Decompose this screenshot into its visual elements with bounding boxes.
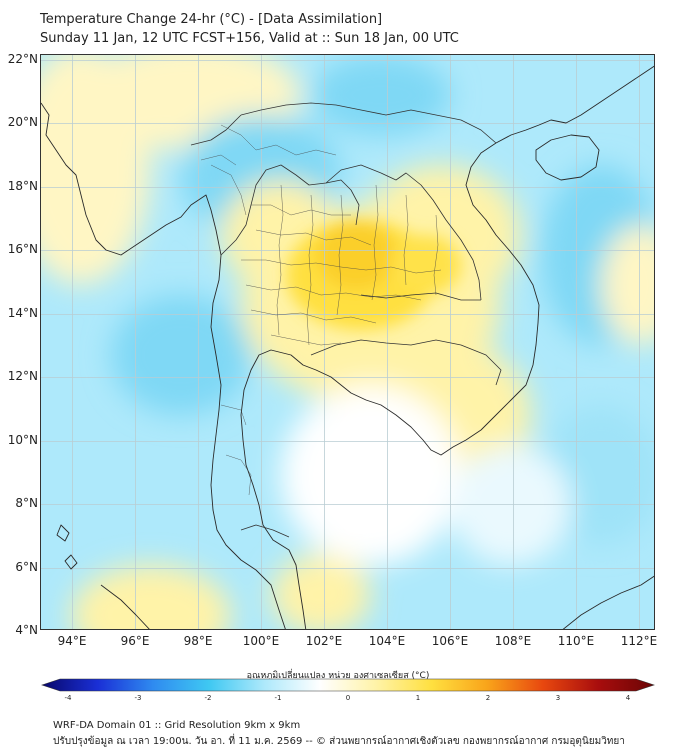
province-line-vertical-6 bbox=[433, 214, 439, 296]
province-line-vertical-3 bbox=[336, 194, 344, 316]
border-malaysia bbox=[240, 524, 290, 538]
province-line-vertical-2 bbox=[306, 194, 314, 346]
warm-patch-south-andaman bbox=[71, 565, 231, 629]
coast-bay-of-bengal bbox=[41, 102, 286, 629]
colorbar-tick: 3 bbox=[555, 694, 561, 702]
lon-label-110e: 110°E bbox=[557, 634, 595, 648]
lat-label-12n: 12°N bbox=[7, 369, 38, 383]
warm-patch-sea-east bbox=[601, 225, 654, 345]
border-cambodia bbox=[310, 339, 502, 386]
lat-label-22n: 22°N bbox=[7, 52, 38, 66]
province-line-myanmar-1 bbox=[220, 124, 337, 156]
map-title: Temperature Change 24-hr (°C) - [Data As… bbox=[40, 12, 383, 27]
border-thailand-myanmar bbox=[220, 164, 360, 256]
white-patch-south-vietnam bbox=[451, 445, 571, 565]
lon-label-108e: 108°E bbox=[494, 634, 532, 648]
lon-label-106e: 106°E bbox=[431, 634, 469, 648]
warm-patch-malaysia bbox=[271, 555, 371, 629]
province-line-north-1 bbox=[251, 204, 351, 216]
colorbar-tick: -1 bbox=[274, 694, 282, 702]
coast-hainan-island bbox=[535, 134, 600, 181]
coast-islands bbox=[56, 524, 78, 570]
province-line-myanmar-2 bbox=[200, 154, 237, 166]
coast-borneo bbox=[562, 575, 654, 629]
colorbar-tick: 0 bbox=[345, 694, 351, 702]
warm-core-inner bbox=[316, 220, 396, 290]
border-china bbox=[240, 102, 497, 144]
lon-label-96e: 96°E bbox=[120, 634, 150, 648]
province-borders bbox=[200, 124, 442, 496]
province-line-vertical-5 bbox=[403, 194, 409, 286]
coastlines bbox=[41, 65, 654, 629]
province-line-central-1 bbox=[241, 259, 442, 274]
map-panel bbox=[40, 54, 655, 630]
lon-label-112e: 112°E bbox=[620, 634, 658, 648]
border-laos bbox=[325, 164, 482, 301]
cold-patch-north bbox=[311, 55, 451, 135]
colorbar-tick: 4 bbox=[625, 694, 631, 702]
lat-label-18n: 18°N bbox=[7, 179, 38, 193]
lon-label-104e: 104°E bbox=[368, 634, 406, 648]
lon-label-102e: 102°E bbox=[305, 634, 343, 648]
lon-label-94e: 94°E bbox=[57, 634, 87, 648]
province-line-vertical-4 bbox=[371, 184, 379, 301]
province-line-north-2 bbox=[255, 229, 372, 246]
province-line-vertical-7 bbox=[210, 164, 247, 216]
lat-label-20n: 20°N bbox=[7, 115, 38, 129]
lat-label-14n: 14°N bbox=[7, 306, 38, 320]
colorbar-tick: 1 bbox=[415, 694, 421, 702]
footer-model-info: WRF-DA Domain 01 :: Grid Resolution 9km … bbox=[53, 720, 301, 731]
coast-sumatra bbox=[100, 584, 150, 629]
province-line-vertical-1 bbox=[276, 184, 284, 336]
province-line-south-2 bbox=[220, 404, 247, 426]
colorbar-tick: -3 bbox=[134, 694, 142, 702]
warm-core-laos bbox=[391, 235, 461, 295]
colorbar-tick: 2 bbox=[485, 694, 491, 702]
country-borders bbox=[190, 102, 502, 538]
colorbar-tick: -4 bbox=[64, 694, 72, 702]
province-line-central-2 bbox=[245, 284, 422, 301]
colorbar bbox=[41, 678, 655, 692]
lat-label-8n: 8°N bbox=[15, 496, 38, 510]
cold-patch-andaman bbox=[111, 295, 251, 415]
colorbar-label: อุณหภูมิเปลี่ยนแปลง หน่วย องศาเซลเซียส (… bbox=[246, 671, 430, 681]
border-laos-cambodia bbox=[360, 292, 481, 301]
temperature-change-map bbox=[41, 55, 654, 629]
white-patch-gulf-thailand bbox=[281, 385, 461, 565]
lon-label-98e: 98°E bbox=[183, 634, 213, 648]
province-line-central-3 bbox=[250, 309, 377, 324]
coast-gulf-of-thailand bbox=[240, 65, 654, 629]
province-line-south-1 bbox=[225, 454, 252, 496]
colorbar-bar bbox=[41, 678, 655, 692]
colorbar-tick: -2 bbox=[204, 694, 212, 702]
border-myanmar-east bbox=[190, 114, 242, 146]
lat-label-6n: 6°N bbox=[15, 560, 38, 574]
province-line-east bbox=[270, 334, 342, 346]
lon-label-100e: 100°E bbox=[242, 634, 280, 648]
footer-credit: ปรับปรุงข้อมูล ณ เวลา 19:00น. วัน อา. ที… bbox=[53, 736, 625, 747]
map-subtitle: Sunday 11 Jan, 12 UTC FCST+156, Valid at… bbox=[40, 31, 459, 46]
lat-label-4n: 4°N bbox=[15, 623, 38, 637]
lat-label-16n: 16°N bbox=[7, 242, 38, 256]
lat-label-10n: 10°N bbox=[7, 433, 38, 447]
